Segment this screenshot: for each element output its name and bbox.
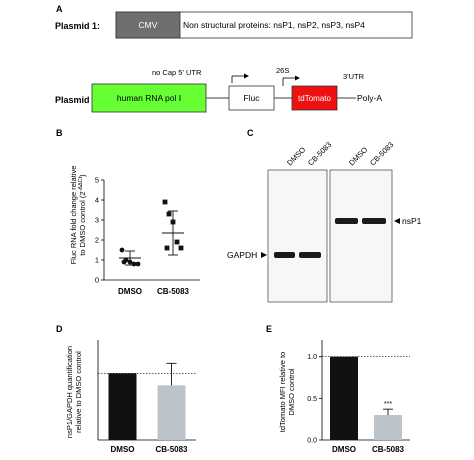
gapdh-band-cb5083 [299, 252, 321, 258]
panel-b-y-tick-label: 5 [95, 176, 99, 185]
tdtomato-box [291, 85, 338, 111]
panel-d-letter: D [56, 324, 63, 334]
panel-b-x-tick-label: DMSO [118, 287, 142, 296]
panel-b: B Fluc RNA fold change relative to DMSO … [56, 128, 200, 296]
panel-e-bar [330, 356, 358, 440]
nsp1-band-dmso [335, 218, 358, 224]
panel-e-letter: E [266, 324, 272, 334]
blot-left-membrane [267, 169, 328, 303]
fluc-label: Fluc [243, 93, 260, 103]
panel-b-data-point [135, 261, 141, 267]
panel-e-ylabel-line1: tdTomato MFI relative to [278, 352, 287, 432]
panel-b-data-point [164, 245, 170, 251]
subgenomic-arrow-head [295, 75, 300, 81]
panel-b-ylabel-line2: to DMSO control (2-ΔΔCt) [78, 174, 87, 256]
plasmid1-insert-label: Non structural proteins: nsP1, nsP2, nsP… [183, 20, 365, 30]
blot-right-membrane [329, 169, 393, 303]
panel-b-x-tick-label: CB-5083 [157, 287, 190, 296]
panel-e-x-tick-label: DMSO [332, 445, 356, 454]
panel-e: E tdTomato MFI relative to DMSO control … [266, 324, 410, 454]
poly-a-label: Poly-A [357, 93, 382, 103]
panel-e-y-tick-label: 1.0 [307, 354, 317, 361]
panel-d-bar [157, 385, 186, 440]
panel-d-x-tick-label: CB-5083 [155, 445, 188, 454]
panel-d-x-tick-label: DMSO [111, 445, 135, 454]
lane-label-dmso-2: DMSO [347, 145, 369, 167]
panel-b-data-point [166, 211, 172, 217]
gapdh-label: GAPDH [227, 250, 257, 260]
lane-label-cb5083-1: CB-5083 [306, 140, 333, 167]
cmv-promoter-box [115, 11, 181, 39]
panel-d-plot: DMSO CB-5083 [97, 340, 196, 454]
panel-e-y-tick-label: 0.0 [307, 438, 317, 445]
plasmid1-label: Plasmid 1: [55, 21, 100, 31]
nsp1-band-cb5083 [362, 218, 386, 224]
panel-d: D nsP1/GAPDH quantification relative to … [56, 324, 196, 454]
lane-label-cb5083-2: CB-5083 [368, 140, 395, 167]
panel-b-plot: 0 1 2 3 4 5 DMSO CB-5083 [95, 176, 200, 296]
panel-e-plot: 0.0 0.5 1.0 DMSO CB-5083 *** [307, 340, 410, 454]
panel-b-y-tick-label: 3 [95, 216, 99, 225]
lane-label-dmso-1: DMSO [285, 145, 307, 167]
transcription-arrow-head [244, 73, 249, 79]
panel-c-letter: C [247, 128, 254, 138]
panel-a: A Plasmid 1: CMV Non structural proteins… [55, 4, 413, 113]
cmv-label: CMV [139, 20, 158, 30]
subgenomic-26s-label: 26S [276, 66, 289, 75]
panel-b-data-point [178, 245, 184, 251]
panel-e-y-tick-label: 0.5 [307, 396, 317, 403]
gapdh-band-dmso [274, 252, 295, 258]
fluc-box [228, 85, 275, 111]
panel-d-bar [108, 373, 137, 440]
plasmid2-label: Plasmid 2: [55, 95, 100, 105]
panel-b-data-point [121, 259, 127, 265]
nsp1-arrow-icon [394, 218, 400, 224]
human-rna-pol1-label: human RNA pol I [117, 93, 181, 103]
gapdh-arrow-icon [261, 252, 267, 258]
panel-b-y-tick-label: 4 [95, 196, 99, 205]
panel-e-significance-label: *** [384, 401, 392, 408]
panel-b-data-point [119, 247, 125, 253]
3utr-label: 3'UTR [343, 72, 365, 81]
panel-a-letter: A [56, 4, 63, 14]
panel-d-ylabel-line2: relative to DMSO control [74, 351, 83, 433]
panel-c: C DMSO CB-5083 DMSO CB-5083 GAPDH nsP1 [227, 128, 422, 303]
panel-b-data-point [162, 199, 168, 205]
panel-b-y-tick-label: 0 [95, 276, 99, 285]
panel-e-ylabel-line2: DMSO control [287, 368, 296, 415]
panel-e-x-tick-label: CB-5083 [372, 445, 405, 454]
panel-b-data-point [174, 239, 180, 245]
panel-b-letter: B [56, 128, 63, 138]
panel-b-y-tick-label: 1 [95, 256, 99, 265]
nsp1-label: nsP1 [402, 216, 422, 226]
panel-b-y-tick-label: 2 [95, 236, 99, 245]
panel-b-ylabel-line1: Fluc RNA fold change relative [69, 166, 78, 265]
panel-d-ylabel-line1: nsP1/GAPDH quantification [65, 346, 74, 438]
tdtomato-label: tdTomato [298, 94, 331, 103]
no-cap-5utr-label: no Cap 5' UTR [152, 68, 202, 77]
panel-e-bar [374, 415, 402, 440]
human-rna-pol1-box [91, 83, 207, 113]
